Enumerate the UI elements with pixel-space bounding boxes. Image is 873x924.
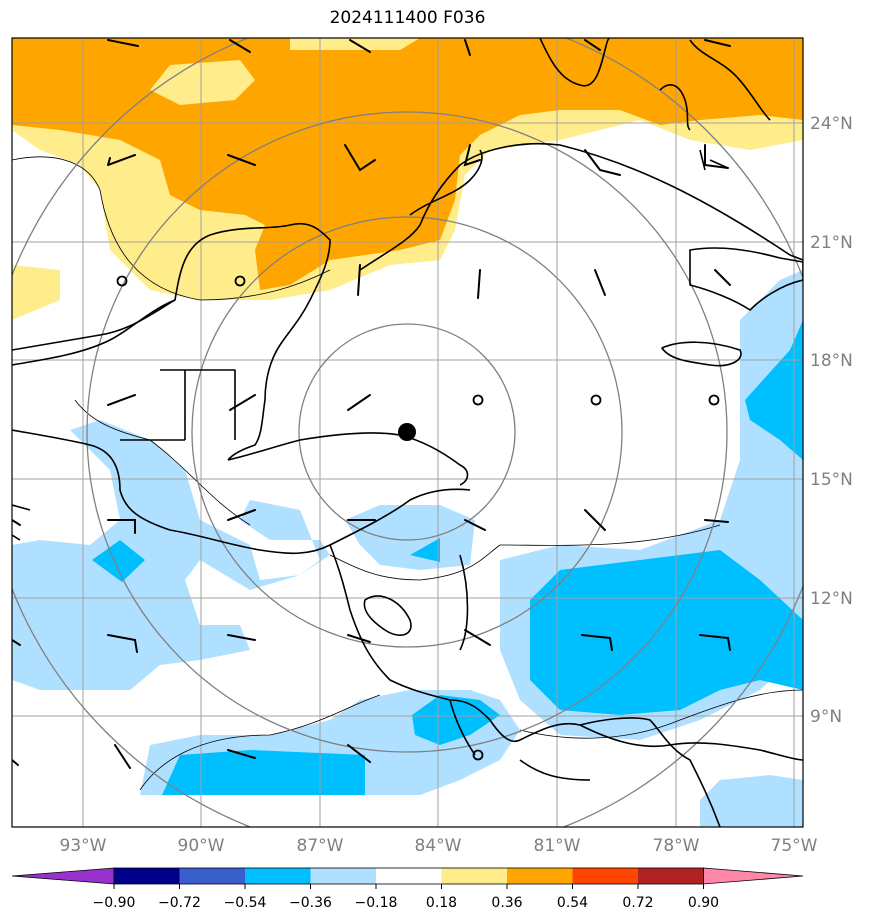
shading-light-blue-west <box>12 420 330 690</box>
colorbar-tick-label: 0.54 <box>557 895 588 911</box>
shading-sky-blue-small-center <box>410 538 440 562</box>
colorbar-segment <box>638 868 704 884</box>
colorbar-tick-label: 0.90 <box>688 895 719 911</box>
contour-lines <box>12 156 803 791</box>
lat-label: 12°N <box>810 589 853 609</box>
lon-label: 81°W <box>534 836 581 856</box>
map-content <box>12 38 803 827</box>
lat-label: 24°N <box>810 114 853 134</box>
lon-label: 87°W <box>297 836 344 856</box>
coastlines <box>12 38 803 827</box>
lon-label: 93°W <box>60 836 107 856</box>
colorbar-tick-label: −0.72 <box>158 895 201 911</box>
lat-label: 21°N <box>810 233 853 253</box>
shading-light-blue-southeast <box>700 775 803 827</box>
colorbar-tick-label: 0.72 <box>622 895 653 911</box>
range-rings <box>12 38 803 827</box>
colorbar: −0.90 −0.72 −0.54 −0.36 −0.18 0.18 0.36 … <box>11 867 804 911</box>
lon-label: 84°W <box>415 836 462 856</box>
calm-wind-markers <box>116 275 720 761</box>
map-title: 2024111400 F036 <box>329 8 486 28</box>
shading-sky-blue-small-west <box>92 540 145 582</box>
colorbar-segment <box>114 868 180 884</box>
lon-label: 78°W <box>653 836 700 856</box>
colorbar-segment <box>179 868 245 884</box>
colorbar-segment <box>507 868 573 884</box>
longitude-labels: 93°W 90°W 87°W 84°W 81°W 78°W 75°W <box>60 836 818 856</box>
colorbar-segment <box>572 868 638 884</box>
lat-label: 9°N <box>810 707 842 727</box>
colorbar-tick-label: −0.18 <box>355 895 398 911</box>
colorbar-tick-label: 0.18 <box>426 895 457 911</box>
colorbar-tick-label: −0.36 <box>289 895 332 911</box>
colorbar-segment <box>310 868 376 884</box>
colorbar-extend-low <box>11 867 115 885</box>
wind-barbs <box>12 39 731 769</box>
latitude-labels: 24°N 21°N 18°N 15°N 12°N 9°N <box>810 114 853 727</box>
lon-label: 75°W <box>771 836 818 856</box>
shading-light-yellow-west <box>12 265 60 320</box>
colorbar-extend-high <box>703 867 804 885</box>
colorbar-segment <box>245 868 311 884</box>
colorbar-segment <box>376 868 442 884</box>
lon-label: 90°W <box>178 836 225 856</box>
lat-label: 15°N <box>810 470 853 490</box>
colorbar-tick-label: −0.90 <box>93 895 136 911</box>
shading-sky-blue-east2 <box>745 320 803 460</box>
lat-lon-grid <box>12 38 803 827</box>
shading-light-yellow-inset <box>150 60 255 105</box>
colorbar-tick-label: 0.36 <box>491 895 522 911</box>
shading-sky-blue-east <box>530 550 803 715</box>
shading-sky-blue-south <box>162 750 365 795</box>
storm-center-marker <box>398 423 416 441</box>
colorbar-segment <box>441 868 507 884</box>
map-frame <box>11 37 804 828</box>
colorbar-tick-label: −0.54 <box>224 895 267 911</box>
lat-label: 18°N <box>810 351 853 371</box>
